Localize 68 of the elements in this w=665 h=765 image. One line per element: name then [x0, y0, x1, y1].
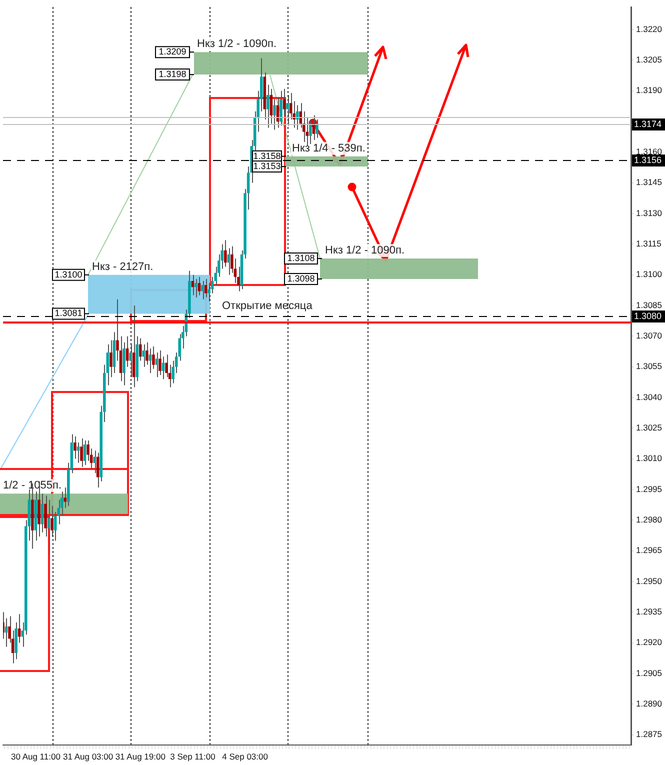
- y-tick-label: 1.2995: [636, 484, 662, 494]
- annotation: 1.3158: [253, 150, 281, 161]
- band-label: Нкз - 2127п.: [92, 260, 154, 273]
- y-tick-label: 1.2890: [636, 698, 662, 708]
- y-tick-label: 1.3115: [636, 238, 662, 249]
- annotation: 1.3098: [287, 273, 315, 284]
- x-tick-label: 3 Sep 11:00: [170, 751, 216, 762]
- y-tick-label: 1.2980: [636, 514, 662, 524]
- band-label: Нкз 1/2 - 1090п.: [197, 38, 277, 50]
- y-tick-label: 1.3130: [636, 208, 662, 218]
- y-tick-label: 1.3070: [636, 330, 662, 341]
- y-tick-label: 1.2935: [636, 606, 662, 616]
- candlestick: [282, 88, 286, 116]
- candlestick: [273, 98, 276, 130]
- y-tick-label: 1.2875: [636, 729, 662, 740]
- annotation: Открытие месяца: [222, 300, 314, 312]
- candlestick: [266, 84, 270, 128]
- band-label: Нкз 1/4 - 539п.: [292, 142, 366, 154]
- ref-line-label: 1.3080: [634, 310, 662, 321]
- candlestick: [158, 350, 162, 376]
- band-label: Нкз 1/2 - 1090п.: [325, 244, 405, 257]
- candlestick: [194, 278, 198, 298]
- y-tick-label: 1.3085: [636, 300, 662, 310]
- y-tick-label: 1.2950: [636, 576, 662, 586]
- candlestick: [74, 436, 76, 460]
- candlestick: [309, 119, 312, 145]
- y-tick-label: 1.3040: [636, 392, 662, 402]
- candlestick: [47, 499, 50, 556]
- candlestick: [152, 346, 155, 370]
- x-tick-label: 30 Aug 11:00: [10, 751, 61, 762]
- candlestick: [201, 280, 204, 300]
- candlestick: [280, 90, 282, 126]
- annotation: 1.3209: [158, 46, 186, 57]
- y-tick-label: 1.3205: [636, 54, 662, 65]
- y-tick-label: 1.3220: [636, 24, 662, 34]
- x-tick-label: 4 Sep 03:00: [222, 751, 268, 762]
- candlestick: [204, 278, 208, 298]
- candlestick: [296, 104, 299, 130]
- candlestick: [64, 486, 67, 508]
- ref-line-label: 1.3156: [634, 154, 662, 165]
- x-tick-label: 31 Aug 03:00: [62, 751, 114, 762]
- candlestick: [286, 94, 289, 126]
- y-tick-label: 1.3160: [636, 146, 662, 157]
- candlestick: [224, 240, 227, 268]
- y-tick-label: 1.2965: [636, 545, 662, 556]
- annotation: 1.3081: [54, 308, 82, 318]
- candlestick: [110, 340, 112, 378]
- candlestick: [83, 440, 86, 466]
- annotation: 1.3108: [287, 253, 315, 263]
- annotation: 1.3153: [253, 161, 281, 172]
- y-tick-label: 1.3025: [636, 422, 662, 433]
- x-tick-label: 31 Aug 19:00: [115, 751, 166, 762]
- y-tick-label: 1.2920: [636, 637, 662, 648]
- candlestick: [80, 438, 83, 468]
- y-tick-label: 1.2905: [636, 668, 662, 678]
- candlestick: [138, 338, 142, 362]
- annotation: 1.3198: [158, 69, 186, 80]
- y-tick-label: 1.3145: [636, 177, 662, 188]
- y-tick-label: 1.3190: [636, 85, 662, 96]
- candlestick: [93, 450, 96, 474]
- candlestick: [165, 354, 168, 378]
- candlestick: [155, 352, 158, 378]
- annotation: 1.3100: [54, 269, 82, 280]
- y-tick-label: 1.3010: [636, 453, 662, 464]
- candlestick: [129, 344, 132, 378]
- y-tick-label: 1.3100: [636, 269, 662, 280]
- ref-line-label: 1.3174: [634, 118, 662, 129]
- y-tick-label: 1.3055: [636, 361, 662, 372]
